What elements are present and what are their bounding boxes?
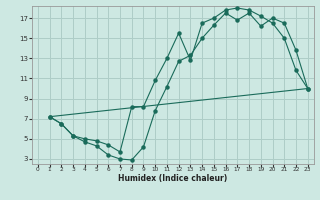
X-axis label: Humidex (Indice chaleur): Humidex (Indice chaleur) (118, 174, 228, 183)
